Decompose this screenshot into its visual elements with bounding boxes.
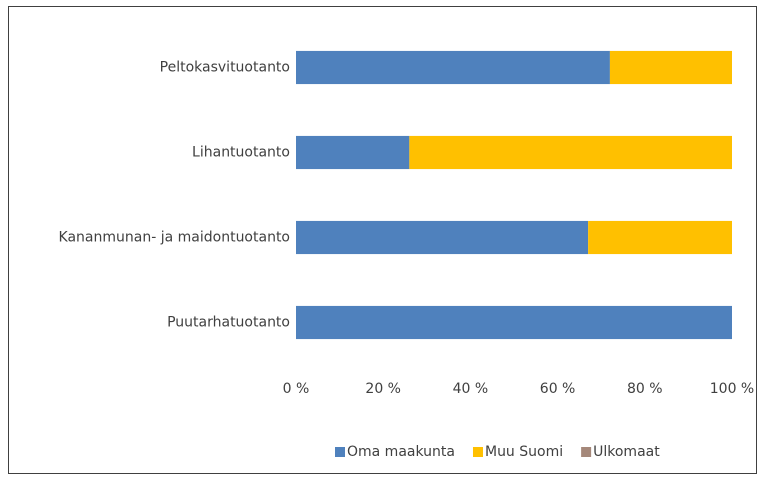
bar-segment: [296, 135, 410, 170]
x-tick-label: 100 %: [710, 381, 754, 397]
bar-segment: [409, 135, 732, 170]
legend-label: Ulkomaat: [593, 444, 660, 460]
bar-segment: [588, 220, 732, 255]
legend-label: Muu Suomi: [485, 444, 563, 460]
bar-segment: [609, 50, 732, 85]
y-tick-label: Lihantuotanto: [192, 145, 290, 161]
y-tick-label: Kananmunan- ja maidontuotanto: [59, 230, 290, 246]
legend-label: Oma maakunta: [347, 444, 455, 460]
bar-segment: [296, 220, 589, 255]
bar-segment: [296, 305, 732, 340]
x-tick-label: 20 %: [365, 381, 401, 397]
x-tick-label: 40 %: [453, 381, 489, 397]
legend-swatch: [335, 447, 345, 457]
x-tick-label: 0 %: [283, 381, 310, 397]
bar-segment: [296, 50, 610, 85]
y-tick-label: Puutarhatuotanto: [167, 315, 290, 331]
legend-swatch: [472, 447, 483, 457]
x-tick-label: 60 %: [540, 381, 576, 397]
x-tick-label: 80 %: [627, 381, 663, 397]
legend-swatch: [581, 447, 592, 457]
y-tick-label: Peltokasvituotanto: [160, 60, 290, 76]
